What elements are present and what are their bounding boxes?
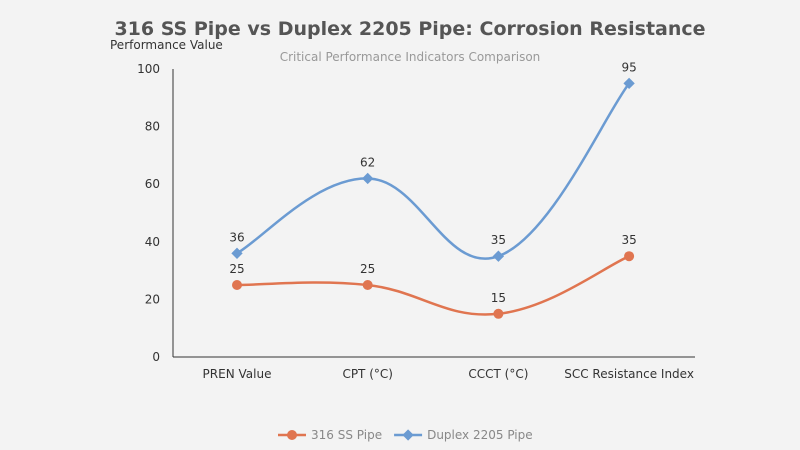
data-label: 25 <box>229 262 244 276</box>
legend-item-0[interactable]: 316 SS Pipe <box>278 428 382 442</box>
data-label: 62 <box>360 155 375 169</box>
data-point[interactable] <box>362 172 374 185</box>
legend-label: 316 SS Pipe <box>311 428 382 442</box>
data-label: 36 <box>229 230 244 244</box>
chart-title: 316 SS Pipe vs Duplex 2205 Pipe: Corrosi… <box>114 18 705 40</box>
chart-subtitle: Critical Performance Indicators Comparis… <box>280 50 541 64</box>
data-point[interactable] <box>232 280 242 290</box>
y-tick-label: 40 <box>145 235 160 249</box>
y-tick-label: 80 <box>145 120 160 134</box>
series-1: 36 62 35 95 <box>229 60 637 262</box>
series-line <box>236 82 631 260</box>
y-axis-label: Performance Value <box>110 38 223 52</box>
legend-marker <box>402 429 414 441</box>
x-tick-label: CPT (°C) <box>342 367 393 381</box>
legend-item-1[interactable]: Duplex 2205 Pipe <box>394 428 533 442</box>
legend-marker <box>287 430 297 440</box>
data-label: 95 <box>621 60 636 74</box>
data-point[interactable] <box>362 280 373 290</box>
x-tick-label: PREN Value <box>203 367 272 381</box>
data-point[interactable] <box>231 247 243 259</box>
data-point[interactable] <box>492 250 505 262</box>
y-tick-label: 0 <box>152 350 160 364</box>
series-line <box>236 255 630 316</box>
data-label: 25 <box>360 262 375 276</box>
x-tick-label: CCCT (°C) <box>468 367 528 381</box>
y-tick-label: 60 <box>145 177 160 191</box>
data-label: 35 <box>621 233 636 247</box>
series-0: 25 25 15 35 <box>229 233 637 319</box>
legend-label: Duplex 2205 Pipe <box>427 428 533 442</box>
data-point[interactable] <box>493 308 504 319</box>
x-tick-label: SCC Resistance Index <box>564 367 694 381</box>
data-point[interactable] <box>624 251 635 262</box>
data-label: 15 <box>491 291 506 305</box>
y-tick-label: 20 <box>145 292 160 306</box>
y-tick-label: 100 <box>137 62 160 76</box>
data-label: 35 <box>491 233 506 247</box>
